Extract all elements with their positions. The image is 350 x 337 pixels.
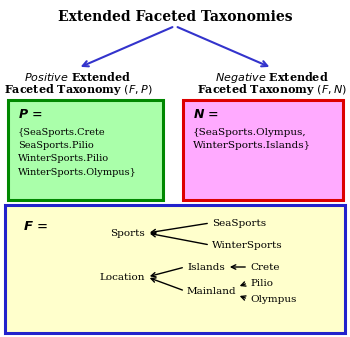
Text: Islands: Islands: [187, 263, 225, 272]
Text: $\boldsymbol{N}$ =: $\boldsymbol{N}$ =: [193, 108, 219, 121]
Text: Olympus: Olympus: [250, 295, 296, 304]
Text: $\mathit{Negative}$ Extended: $\mathit{Negative}$ Extended: [215, 70, 329, 85]
Text: Faceted Taxonomy $\mathit{(F,P)}$: Faceted Taxonomy $\mathit{(F,P)}$: [4, 82, 152, 97]
Bar: [183, 100, 343, 200]
Text: $\boldsymbol{F}$ =: $\boldsymbol{F}$ =: [23, 220, 48, 233]
Text: Sports: Sports: [110, 228, 145, 238]
Text: Crete: Crete: [250, 263, 280, 272]
Text: {SeaSports.Crete
SeaSports.Pilio
WinterSports.Pilio
WinterSports.Olympus}: {SeaSports.Crete SeaSports.Pilio WinterS…: [18, 128, 137, 177]
Bar: [5, 205, 345, 333]
Text: Location: Location: [99, 273, 145, 281]
Text: {SeaSports.Olympus,
WinterSports.Islands}: {SeaSports.Olympus, WinterSports.Islands…: [193, 128, 311, 150]
Text: Faceted Taxonomy $\mathit{(F,N)}$: Faceted Taxonomy $\mathit{(F,N)}$: [197, 82, 347, 97]
Text: $\boldsymbol{P}$ =: $\boldsymbol{P}$ =: [18, 108, 43, 121]
Text: Pilio: Pilio: [250, 278, 273, 287]
Bar: [8, 100, 163, 200]
Text: WinterSports: WinterSports: [212, 241, 283, 249]
Text: Extended Faceted Taxonomies: Extended Faceted Taxonomies: [58, 10, 292, 24]
Text: Mainland: Mainland: [187, 286, 237, 296]
Text: SeaSports: SeaSports: [212, 218, 266, 227]
Text: $\mathit{Positive}$ Extended: $\mathit{Positive}$ Extended: [25, 70, 132, 83]
